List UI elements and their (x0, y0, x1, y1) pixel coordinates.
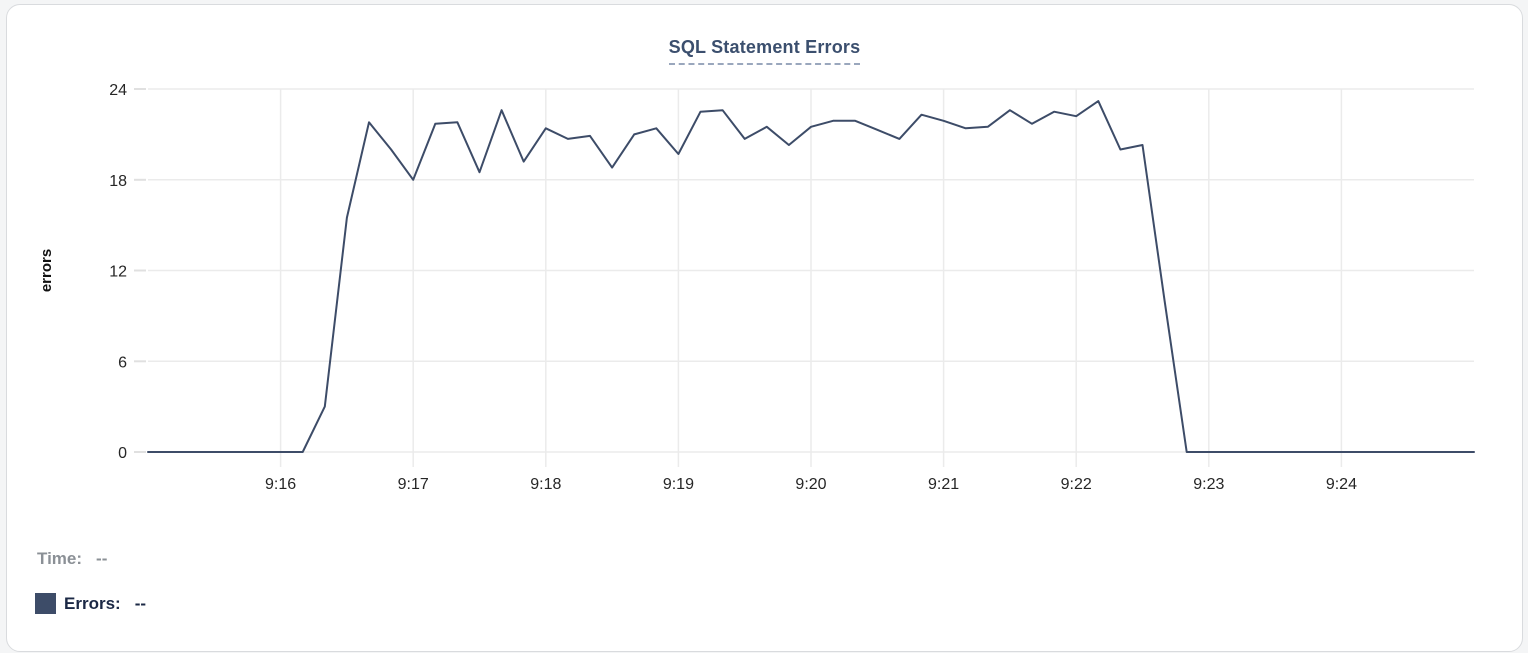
y-axis-tick-label: 18 (109, 173, 127, 190)
y-axis-tick-label: 6 (118, 354, 127, 371)
legend-time-row: Time: -- (37, 549, 507, 569)
legend-errors-row[interactable]: Errors: -- (35, 593, 507, 614)
x-axis-tick-label: 9:16 (265, 476, 296, 493)
legend-time-value: -- (96, 549, 107, 569)
errors-series-swatch-icon (35, 593, 56, 614)
x-axis-tick-label: 9:19 (663, 476, 694, 493)
x-axis-tick-label: 9:18 (530, 476, 561, 493)
x-axis-tick-label: 9:17 (398, 476, 429, 493)
chart-legend: Time: -- Errors: -- (7, 541, 507, 614)
y-axis-tick-label: 12 (109, 264, 127, 281)
chart-title[interactable]: SQL Statement Errors (669, 37, 861, 65)
x-axis-tick-label: 9:20 (795, 476, 826, 493)
legend-time-label: Time: (37, 549, 82, 569)
x-axis-tick-label: 9:22 (1061, 476, 1092, 493)
y-axis-tick-label: 24 (109, 82, 127, 99)
y-axis-tick-label: 0 (118, 445, 127, 462)
legend-errors-label: Errors: (64, 594, 121, 614)
chart-title-row: SQL Statement Errors (7, 37, 1522, 65)
x-axis-tick-label: 9:21 (928, 476, 959, 493)
chart-card: 9:16 9:17 9:18 9:19 9:20 9:21 9:22 9:23 9:24 0 6 12… (6, 4, 1523, 652)
y-axis-label: errors (38, 249, 55, 292)
legend-errors-value: -- (135, 594, 146, 614)
x-axis-tick-label: 9:24 (1326, 476, 1357, 493)
x-axis-tick-label: 9:23 (1193, 476, 1224, 493)
